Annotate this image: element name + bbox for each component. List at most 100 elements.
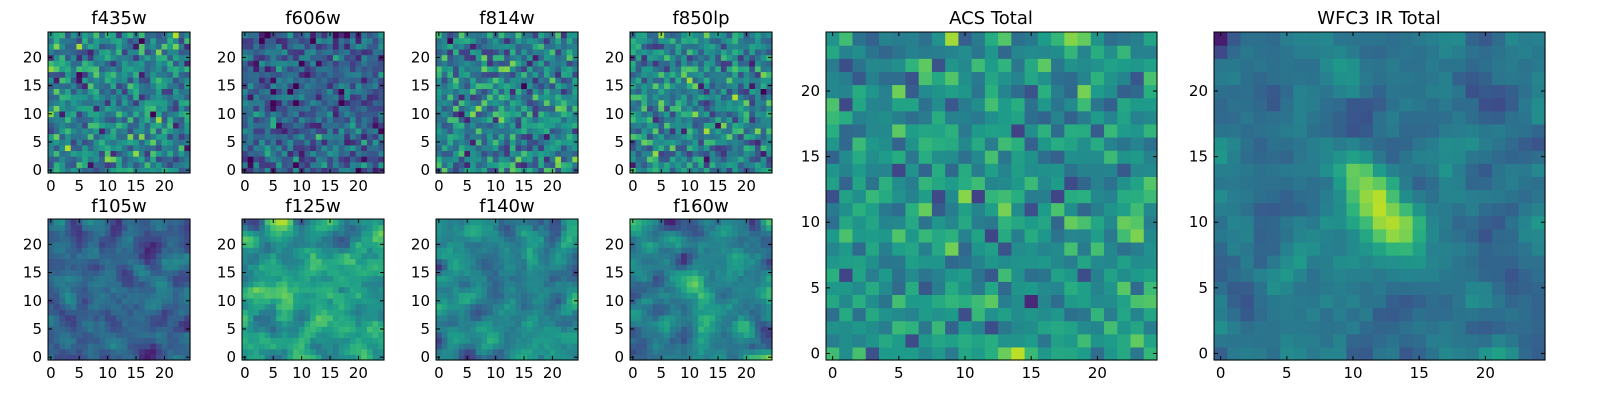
heatmap-cell <box>436 303 443 310</box>
heatmap-cell <box>458 99 465 106</box>
heatmap-cell <box>167 110 174 118</box>
heatmap-cell <box>184 65 191 73</box>
heatmap-cell <box>436 60 443 67</box>
heatmap-cell <box>76 326 83 333</box>
heatmap-cell <box>572 348 579 355</box>
heatmap-cell <box>127 309 134 316</box>
heatmap-cell <box>732 161 739 168</box>
heatmap-cell <box>349 219 357 226</box>
heatmap-cell <box>475 37 483 44</box>
heatmap-cell <box>349 54 357 61</box>
heatmap-cell <box>259 139 266 146</box>
heatmap-cell <box>492 122 500 129</box>
heatmap-cell <box>121 88 129 95</box>
heatmap-cell <box>104 94 112 101</box>
heatmap-cell <box>641 77 648 84</box>
heatmap-cell <box>538 337 545 344</box>
heatmap-cell <box>453 99 460 106</box>
heatmap-cell <box>355 37 362 44</box>
heatmap-cell <box>48 314 55 322</box>
heatmap-cell <box>65 258 72 265</box>
heatmap-cell <box>253 110 260 118</box>
heatmap-cell <box>366 337 374 344</box>
heatmap-cell <box>447 110 454 118</box>
x-tick-label: 5 <box>268 177 278 195</box>
heatmap-cell <box>441 281 448 288</box>
heatmap-cell <box>172 320 180 327</box>
heatmap-cell <box>127 224 134 231</box>
heatmap-cell <box>150 224 157 231</box>
heatmap-cell <box>492 94 500 101</box>
heatmap-cell <box>110 337 117 344</box>
heatmap-cell <box>178 235 185 243</box>
heatmap-cell <box>647 292 654 299</box>
heatmap-cell <box>315 144 323 152</box>
heatmap-cell <box>698 99 705 106</box>
heatmap-cell <box>155 219 163 226</box>
heatmap-cell <box>138 264 146 271</box>
heatmap-cell <box>498 65 505 73</box>
heatmap-cell <box>144 54 151 61</box>
heatmap-cell <box>492 314 500 322</box>
heatmap-cell <box>526 235 534 243</box>
heatmap-cell <box>669 110 677 118</box>
heatmap-cell <box>555 94 562 101</box>
heatmap-cell <box>93 219 100 226</box>
heatmap-cell <box>658 88 665 95</box>
heatmap-cell <box>760 105 767 112</box>
heatmap-cell <box>310 94 317 101</box>
heatmap-cell <box>475 116 483 123</box>
heatmap-cell <box>372 219 379 226</box>
heatmap-cell <box>76 230 83 237</box>
heatmap-cell <box>726 116 733 123</box>
heatmap-cell <box>281 275 289 282</box>
heatmap-cell <box>99 275 106 282</box>
heatmap-cell <box>321 354 328 361</box>
heatmap-cell <box>754 48 762 56</box>
heatmap-cell <box>338 224 345 231</box>
heatmap-cell <box>720 127 728 135</box>
heatmap-cell <box>144 314 151 322</box>
heatmap-cell <box>178 71 185 78</box>
heatmap-cell <box>281 105 289 112</box>
heatmap-cell <box>532 219 539 226</box>
heatmap-cell <box>138 32 146 39</box>
heatmap-cell <box>487 77 494 84</box>
heatmap-cell <box>720 99 728 106</box>
heatmap-cell <box>630 161 637 168</box>
heatmap-cell <box>361 82 368 89</box>
heatmap-cell <box>754 94 762 101</box>
heatmap-cell <box>760 94 767 101</box>
heatmap-cell <box>504 32 511 39</box>
heatmap-cell <box>698 348 705 355</box>
heatmap-cell <box>560 331 568 339</box>
heatmap-cell <box>315 156 323 163</box>
heatmap-cell <box>641 37 648 44</box>
heatmap-cell <box>338 275 345 282</box>
heatmap-cell <box>664 122 671 129</box>
heatmap-cell <box>441 37 448 44</box>
heatmap-cell <box>293 331 300 339</box>
heatmap-cell <box>298 156 306 163</box>
heatmap-cell <box>458 32 465 39</box>
heatmap-cell <box>692 354 699 361</box>
heatmap-cell <box>99 343 106 350</box>
heatmap-cell <box>366 247 374 254</box>
heatmap-cell <box>504 326 511 333</box>
heatmap-cell <box>167 133 174 140</box>
heatmap-cell <box>532 337 539 344</box>
heatmap-cell <box>276 54 283 61</box>
heatmap-cell <box>737 43 745 50</box>
heatmap-cell <box>669 292 677 299</box>
heatmap-cell <box>532 77 539 84</box>
heatmap-cell <box>349 116 357 123</box>
heatmap-cell <box>321 167 328 174</box>
heatmap-cell <box>470 309 477 316</box>
heatmap-cell <box>509 343 517 350</box>
heatmap-cell <box>76 94 83 101</box>
heatmap-cell <box>737 77 745 84</box>
heatmap-cell <box>344 219 351 226</box>
heatmap-cell <box>344 241 351 248</box>
heatmap-cell <box>470 331 477 339</box>
heatmap-cell <box>732 326 739 333</box>
